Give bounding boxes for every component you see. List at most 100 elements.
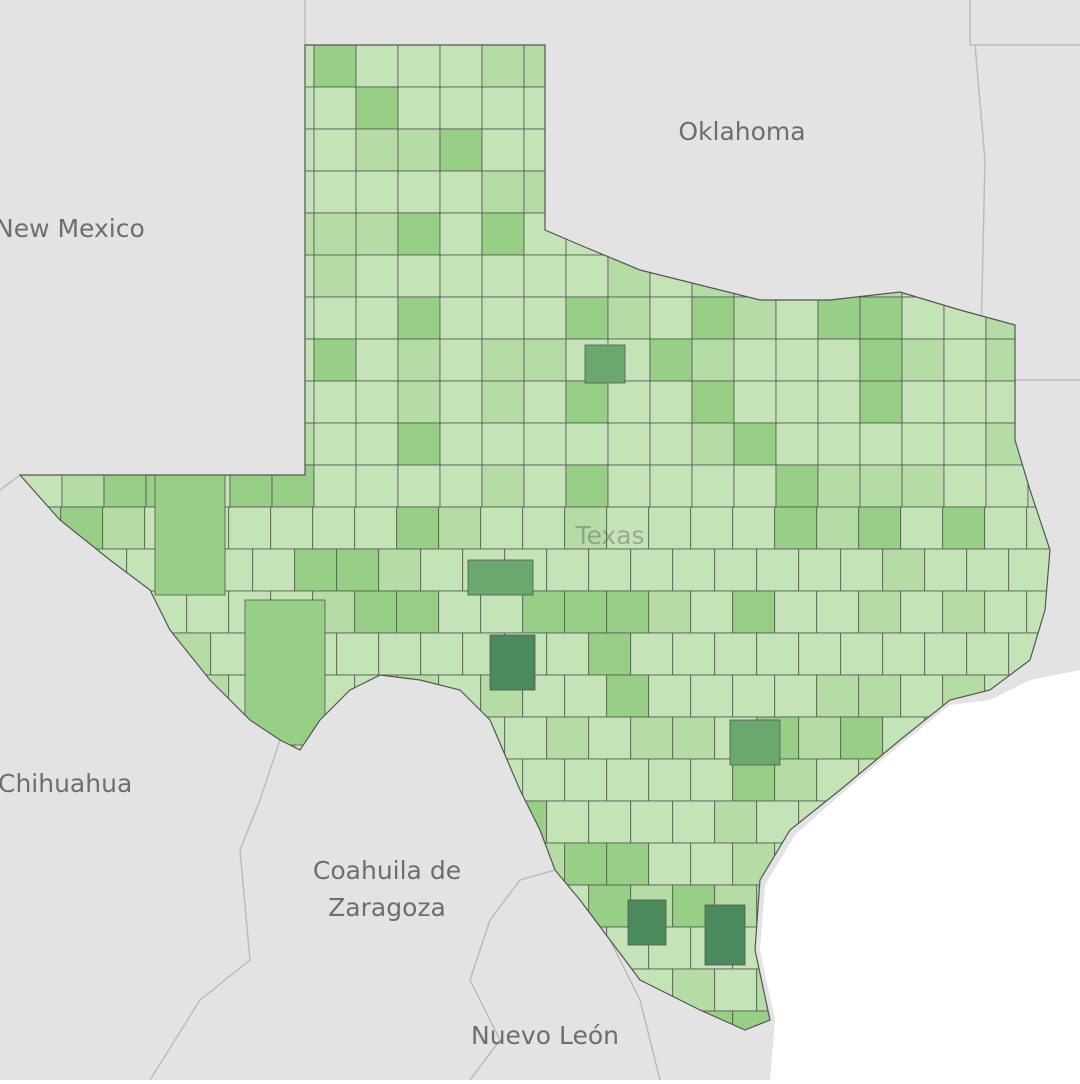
county [859, 380, 903, 424]
county [774, 758, 818, 802]
county [984, 590, 1028, 634]
county [244, 599, 326, 746]
county [607, 464, 651, 508]
county [606, 590, 650, 634]
county [798, 716, 842, 760]
county [522, 590, 566, 634]
state-label: Oklahoma [678, 117, 805, 146]
county [775, 380, 819, 424]
county [691, 464, 735, 508]
county [882, 548, 926, 592]
county [704, 904, 746, 966]
county [397, 45, 441, 88]
county [397, 170, 441, 214]
county [648, 674, 692, 718]
county [859, 296, 903, 340]
county [355, 338, 399, 382]
county [355, 254, 399, 298]
county [397, 380, 441, 424]
county [564, 590, 608, 634]
county [546, 632, 590, 676]
county [154, 474, 226, 596]
county [607, 380, 651, 424]
county [565, 254, 609, 298]
county [732, 506, 776, 550]
county [924, 632, 968, 676]
county [397, 212, 441, 256]
county [438, 506, 482, 550]
county [630, 548, 674, 592]
county [859, 464, 903, 508]
texas-outline [18, 44, 1051, 1031]
county [672, 548, 716, 592]
county [606, 842, 650, 886]
county [690, 506, 734, 550]
county [564, 842, 608, 886]
county [714, 632, 758, 676]
county [817, 464, 861, 508]
county [756, 632, 800, 676]
state-label: Zaragoza [328, 893, 446, 922]
county [733, 338, 777, 382]
county [690, 590, 734, 634]
county [270, 506, 314, 550]
county [966, 632, 1010, 676]
county [565, 296, 609, 340]
county [397, 422, 441, 466]
county [313, 45, 357, 88]
county [523, 422, 567, 466]
county [481, 45, 525, 88]
county [523, 338, 567, 382]
county [630, 632, 674, 676]
county [397, 86, 441, 130]
county [690, 674, 734, 718]
county [901, 338, 945, 382]
county [354, 590, 398, 634]
county [648, 842, 692, 886]
state-label: Texas [574, 521, 644, 550]
county [774, 674, 818, 718]
county [798, 548, 842, 592]
county [840, 548, 884, 592]
county [733, 464, 777, 508]
county [481, 254, 525, 298]
county [467, 559, 534, 596]
county [564, 758, 608, 802]
county [354, 506, 398, 550]
county [858, 590, 902, 634]
county [732, 674, 776, 718]
county [336, 548, 380, 592]
county [355, 212, 399, 256]
county [481, 464, 525, 508]
county [565, 464, 609, 508]
county [355, 170, 399, 214]
county [943, 380, 987, 424]
county [817, 422, 861, 466]
county [714, 968, 758, 1012]
county [355, 464, 399, 508]
county [481, 86, 525, 130]
county [439, 338, 483, 382]
county [840, 716, 884, 760]
county [858, 506, 902, 550]
county [565, 380, 609, 424]
county [522, 758, 566, 802]
county [313, 422, 357, 466]
county [840, 632, 884, 676]
county [816, 506, 860, 550]
county [606, 758, 650, 802]
county [606, 674, 650, 718]
county [729, 719, 781, 766]
county [313, 212, 357, 256]
county [439, 464, 483, 508]
county [481, 422, 525, 466]
county [313, 170, 357, 214]
state-label: Nuevo León [471, 1021, 619, 1050]
county [924, 548, 968, 592]
county [985, 464, 1029, 508]
county [943, 422, 987, 466]
county [732, 590, 776, 634]
county [607, 296, 651, 340]
county [649, 296, 693, 340]
county [439, 212, 483, 256]
